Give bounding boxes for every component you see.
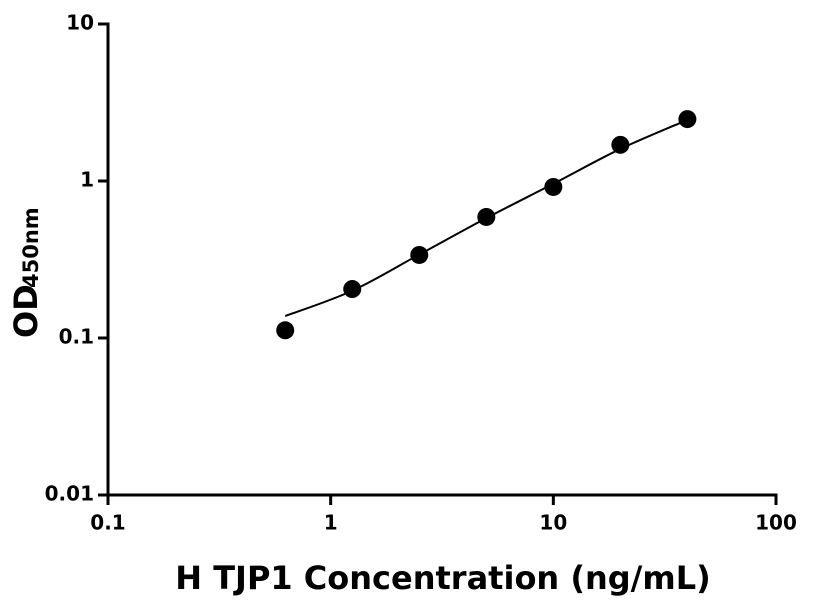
data-point xyxy=(477,207,496,226)
data-point xyxy=(276,321,295,340)
y-tick-label: 1 xyxy=(80,168,94,192)
y-axis-label: OD xyxy=(7,284,45,338)
x-axis-label: H TJP1 Concentration (ng/mL) xyxy=(175,559,710,597)
data-point xyxy=(343,280,362,299)
y-axis-label-group: OD 450nm xyxy=(7,207,45,338)
x-tick-label: 100 xyxy=(755,511,797,535)
y-tick-label: 0.1 xyxy=(59,325,94,349)
y-axis-label-sub: 450nm xyxy=(19,207,43,288)
fit-curve xyxy=(284,118,688,317)
x-tick-label: 1 xyxy=(324,511,338,535)
y-tick-label: 10 xyxy=(66,11,94,35)
x-tick-label: 0.1 xyxy=(90,511,125,535)
y-tick-label: 0.01 xyxy=(45,482,94,506)
x-tick-label: 10 xyxy=(539,511,567,535)
data-point xyxy=(678,110,697,129)
data-point xyxy=(611,135,630,154)
